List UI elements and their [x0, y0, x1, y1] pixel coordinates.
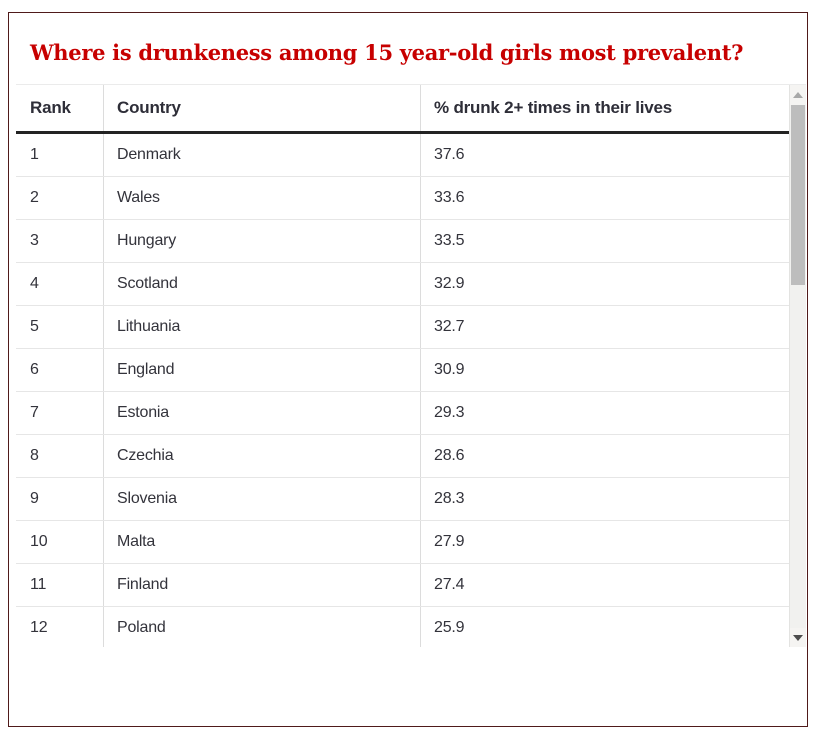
cell-rank: 1 [30, 146, 39, 163]
cell-rank: 2 [30, 189, 39, 206]
cell-country: England [103, 349, 420, 391]
cell-percent: 33.5 [420, 220, 789, 262]
data-table: Rank Country % drunk 2+ times in their l… [16, 85, 789, 647]
column-header-country: Country [103, 85, 420, 131]
table-body: 1 Denmark 37.6 2 Wales 33.6 3 Hungary 33.5 4 Scotl… [16, 134, 789, 647]
cell-country: Malta [103, 521, 420, 563]
cell-country: Czechia [103, 435, 420, 477]
cell-country: Poland [103, 607, 420, 647]
table-row: 11 Finland 27.4 [16, 564, 789, 607]
table-row: 12 Poland 25.9 [16, 607, 789, 647]
page-title: Where is drunkeness among 15 year-old gi… [30, 40, 744, 66]
table-row: 3 Hungary 33.5 [16, 220, 789, 263]
cell-rank: 6 [30, 361, 39, 378]
table-row: 8 Czechia 28.6 [16, 435, 789, 478]
cell-rank: 4 [30, 275, 39, 292]
cell-percent: 28.3 [420, 478, 789, 520]
cell-country: Slovenia [103, 478, 420, 520]
scrollbar-thumb[interactable] [791, 105, 805, 285]
cell-rank: 8 [30, 447, 39, 464]
cell-rank: 5 [30, 318, 39, 335]
cell-percent: 29.3 [420, 392, 789, 434]
cell-percent: 32.9 [420, 263, 789, 305]
vertical-scrollbar[interactable] [789, 85, 806, 647]
table-row: 9 Slovenia 28.3 [16, 478, 789, 521]
triangle-down-icon [793, 635, 803, 641]
table-row: 7 Estonia 29.3 [16, 392, 789, 435]
table-row: 10 Malta 27.9 [16, 521, 789, 564]
table-row: 5 Lithuania 32.7 [16, 306, 789, 349]
scroll-up-button[interactable] [790, 85, 806, 105]
cell-percent: 33.6 [420, 177, 789, 219]
cell-percent: 28.6 [420, 435, 789, 477]
table-viewport: Rank Country % drunk 2+ times in their l… [16, 84, 806, 647]
table-row: 2 Wales 33.6 [16, 177, 789, 220]
cell-country: Denmark [103, 134, 420, 176]
table-header-row: Rank Country % drunk 2+ times in their l… [16, 85, 789, 134]
table-row: 4 Scotland 32.9 [16, 263, 789, 306]
cell-rank: 10 [30, 533, 48, 550]
cell-percent: 27.9 [420, 521, 789, 563]
table-row: 1 Denmark 37.6 [16, 134, 789, 177]
cell-rank: 9 [30, 490, 39, 507]
cell-percent: 30.9 [420, 349, 789, 391]
cell-country: Lithuania [103, 306, 420, 348]
cell-country: Wales [103, 177, 420, 219]
cell-rank: 3 [30, 232, 39, 249]
cell-country: Scotland [103, 263, 420, 305]
table-row: 6 England 30.9 [16, 349, 789, 392]
column-header-rank: Rank [30, 98, 71, 117]
embed-frame: Where is drunkeness among 15 year-old gi… [8, 12, 808, 727]
cell-percent: 37.6 [420, 134, 789, 176]
column-header-percent-drunk: % drunk 2+ times in their lives [420, 85, 789, 131]
cell-rank: 7 [30, 404, 39, 421]
cell-country: Hungary [103, 220, 420, 262]
cell-rank: 11 [30, 576, 47, 593]
cell-percent: 25.9 [420, 607, 789, 647]
cell-country: Estonia [103, 392, 420, 434]
cell-percent: 32.7 [420, 306, 789, 348]
scroll-down-button[interactable] [790, 628, 806, 647]
cell-rank: 12 [30, 619, 48, 636]
cell-country: Finland [103, 564, 420, 606]
cell-percent: 27.4 [420, 564, 789, 606]
triangle-up-icon [793, 92, 803, 98]
